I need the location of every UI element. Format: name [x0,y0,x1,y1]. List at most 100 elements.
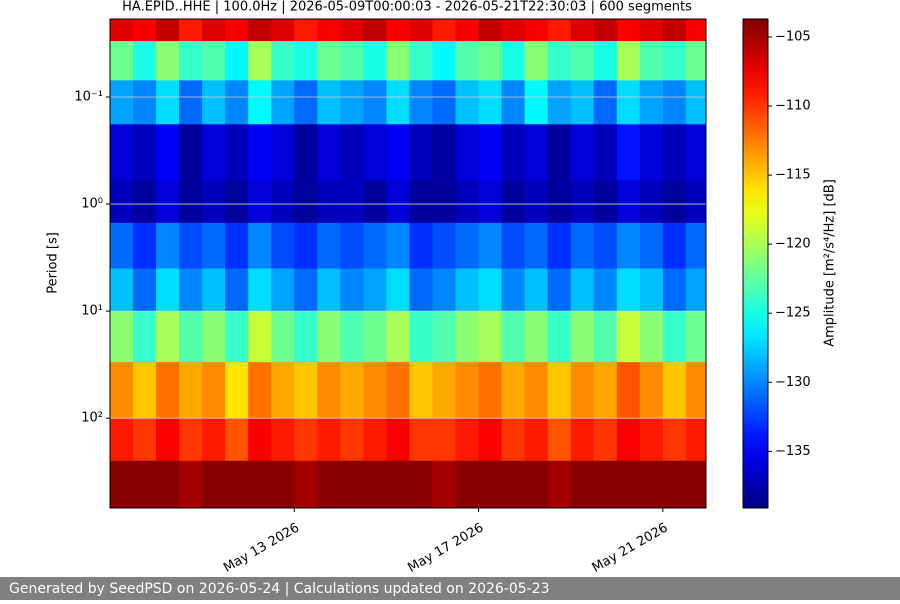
heatmap-cell [685,418,707,462]
heatmap-cell [616,222,641,270]
heatmap-cell [639,80,664,125]
heatmap-cell [570,222,595,270]
colorbar-tick-label: −125 [775,306,811,321]
heatmap-cell [225,19,249,42]
heatmap-cell [363,362,387,419]
heatmap-cell [524,362,549,419]
heatmap-cell [547,311,572,363]
heatmap-cell [662,418,687,462]
heatmap-cell [501,40,526,81]
heatmap-cell [409,362,433,419]
heatmap-cell [455,418,480,462]
heatmap-cell [547,19,572,42]
heatmap-cell [271,268,295,312]
colorbar [742,18,769,509]
heatmap-cell [248,460,272,509]
heatmap-cell [478,80,503,125]
heatmap-cell [386,362,410,419]
heatmap-cell [478,460,503,509]
heatmap-cell [639,460,664,509]
heatmap-cell [455,80,480,125]
heatmap-cell [593,362,618,419]
heatmap-cell [547,362,572,419]
heatmap-cell [294,460,318,509]
heatmap-cell [547,80,572,125]
heatmap-cell [271,19,295,42]
heatmap-cell [455,362,480,419]
heatmap-cell [294,19,318,42]
heatmap-cell [570,40,595,81]
heatmap-cell [685,268,707,312]
heatmap-cell [294,40,318,81]
heatmap-cell [524,460,549,509]
heatmap-cell [202,268,226,312]
heatmap-cell [639,362,664,419]
heatmap-cell [225,311,249,363]
heatmap-cell [202,180,226,224]
heatmap-cell [639,40,664,81]
heatmap-cell [248,311,272,363]
colorbar-tick-label: −110 [775,99,811,114]
heatmap-cell [179,19,203,42]
heatmap-cell [248,268,272,312]
heatmap-cell [294,124,318,181]
heatmap-cell [455,124,480,181]
heatmap-cell [455,311,480,363]
heatmap-cell [570,460,595,509]
heatmap-cell [616,460,641,509]
heatmap-cell [363,418,387,462]
heatmap-cell [639,222,664,270]
heatmap-cell [547,268,572,312]
heatmap-cell [202,80,226,125]
heatmap-cell [432,460,457,509]
heatmap-cell [110,418,134,462]
heatmap-cell [363,80,387,125]
heatmap-cell [386,124,410,181]
heatmap-cell [432,124,457,181]
heatmap-cell [110,180,134,224]
heatmap-cell [455,268,480,312]
heatmap-cell [386,180,410,224]
heatmap-cell [156,124,180,181]
heatmap-cell [294,180,318,224]
heatmap-cell [225,40,249,81]
heatmap-cell [133,19,157,42]
heatmap-cell [225,362,249,419]
heatmap-cell [547,460,572,509]
heatmap-cell [432,362,457,419]
heatmap-cell [639,19,664,42]
heatmap-cell [110,19,134,42]
heatmap-cell [478,362,503,419]
heatmap-cell [271,80,295,125]
heatmap-cell [386,311,410,363]
heatmap-cell [156,180,180,224]
heatmap-cell [133,180,157,224]
heatmap-cell [317,180,341,224]
heatmap-cell [363,19,387,42]
heatmap-cell [156,222,180,270]
heatmap-cell [110,80,134,125]
heatmap-cell [179,222,203,270]
heatmap-cell [662,19,687,42]
heatmap-cell [524,311,549,363]
heatmap-cell [432,80,457,125]
colorbar-tick-label: −120 [775,237,811,252]
colorbar-tick-label: −115 [775,168,811,183]
heatmap-cell [501,124,526,181]
heatmap-cell [547,222,572,270]
heatmap-cell [432,311,457,363]
heatmap-cell [478,418,503,462]
heatmap-cell [593,222,618,270]
heatmap-cell [685,460,707,509]
heatmap-cell [662,362,687,419]
heatmap-cell [478,180,503,224]
footer-text: Generated by SeedPSD on 2026-05-24 | Cal… [9,581,550,597]
heatmap-cell [570,80,595,125]
heatmap-cell [685,80,707,125]
heatmap-cell [409,180,433,224]
heatmap-cell [179,418,203,462]
heatmap-cell [478,311,503,363]
heatmap-cell [409,80,433,125]
heatmap-cell [225,222,249,270]
